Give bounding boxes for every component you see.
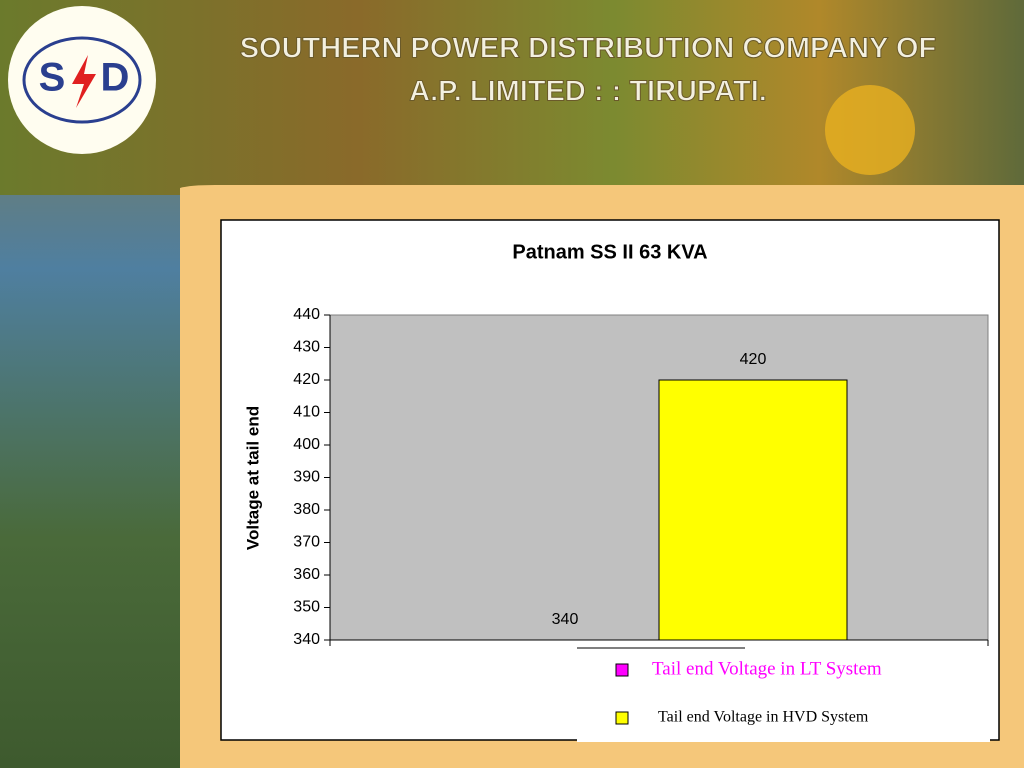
y-tick-label: 420 — [293, 371, 320, 388]
y-tick-label: 390 — [293, 469, 320, 486]
y-tick-label: 410 — [293, 404, 320, 421]
bar — [658, 379, 848, 641]
y-tick-label: 360 — [293, 566, 320, 583]
logo-ring — [22, 36, 142, 124]
legend-swatch — [615, 711, 629, 725]
y-tick-label: 340 — [293, 631, 320, 648]
header-title: SOUTHERN POWER DISTRIBUTION COMPANY OF — [240, 33, 937, 65]
y-tick-label: 440 — [293, 306, 320, 323]
y-tick-label: 400 — [293, 436, 320, 453]
data-label: 420 — [740, 351, 767, 368]
y-tick-label: 430 — [293, 339, 320, 356]
legend-entries: Tail end Voltage in LT System Tail end Vo… — [615, 658, 882, 726]
y-tick-label: 350 — [293, 599, 320, 616]
sunflower — [825, 85, 915, 175]
y-tick-label: 380 — [293, 501, 320, 518]
data-label: 340 — [552, 611, 579, 628]
plot: 340 350 360 370 380 390 400 410 420 430 440 340 420 — [293, 306, 989, 648]
legend-label: Tail end Voltage in HVD System — [658, 709, 869, 726]
legend — [577, 648, 990, 742]
y-axis-label: Voltage at tail end — [243, 406, 262, 550]
logo-letter: D — [101, 56, 130, 100]
chart-title: Patnam SS II 63 KVA — [512, 241, 707, 263]
legend-label: Tail end Voltage in LT System — [652, 658, 882, 679]
header-title: A.P. LIMITED : : TIRUPATI. — [409, 76, 767, 108]
logo-bolt — [72, 55, 96, 108]
legend-swatch — [615, 663, 629, 677]
y-tick-label: 370 — [293, 534, 320, 551]
logo-letter: S — [39, 56, 66, 100]
